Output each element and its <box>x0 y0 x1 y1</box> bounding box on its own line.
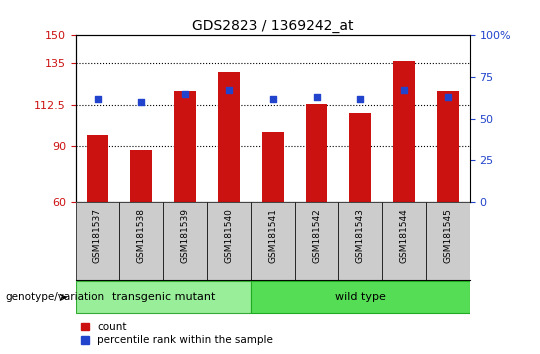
Text: GSM181538: GSM181538 <box>137 208 146 263</box>
Bar <box>437 91 459 202</box>
Point <box>181 91 190 96</box>
Text: GSM181541: GSM181541 <box>268 208 277 263</box>
Bar <box>426 202 470 280</box>
Text: genotype/variation: genotype/variation <box>5 292 105 302</box>
Point <box>400 87 408 93</box>
Bar <box>86 135 109 202</box>
Point <box>93 96 102 102</box>
Bar <box>251 281 470 313</box>
Bar <box>262 132 284 202</box>
Text: GSM181542: GSM181542 <box>312 208 321 263</box>
Bar <box>218 72 240 202</box>
Text: wild type: wild type <box>335 292 386 302</box>
Bar <box>130 150 152 202</box>
Bar <box>306 104 327 202</box>
Text: GSM181543: GSM181543 <box>356 208 365 263</box>
Point <box>225 87 233 93</box>
Bar <box>174 91 196 202</box>
Bar <box>349 113 372 202</box>
Bar <box>393 61 415 202</box>
Text: transgenic mutant: transgenic mutant <box>112 292 215 302</box>
Bar <box>163 202 207 280</box>
Text: GSM181540: GSM181540 <box>225 208 233 263</box>
Bar <box>76 202 119 280</box>
Text: GSM181545: GSM181545 <box>443 208 453 263</box>
Bar <box>251 202 295 280</box>
Point <box>312 94 321 100</box>
Point <box>268 96 277 102</box>
Bar <box>76 281 251 313</box>
Point <box>443 94 452 100</box>
Text: GSM181537: GSM181537 <box>93 208 102 263</box>
Bar <box>119 202 163 280</box>
Text: GSM181539: GSM181539 <box>180 208 190 263</box>
Bar <box>382 202 426 280</box>
Point <box>356 96 364 102</box>
Bar <box>207 202 251 280</box>
Bar <box>339 202 382 280</box>
Point <box>137 99 146 105</box>
Title: GDS2823 / 1369242_at: GDS2823 / 1369242_at <box>192 19 354 33</box>
Text: GSM181544: GSM181544 <box>400 208 409 263</box>
Legend: count, percentile rank within the sample: count, percentile rank within the sample <box>81 322 273 345</box>
Bar <box>295 202 339 280</box>
